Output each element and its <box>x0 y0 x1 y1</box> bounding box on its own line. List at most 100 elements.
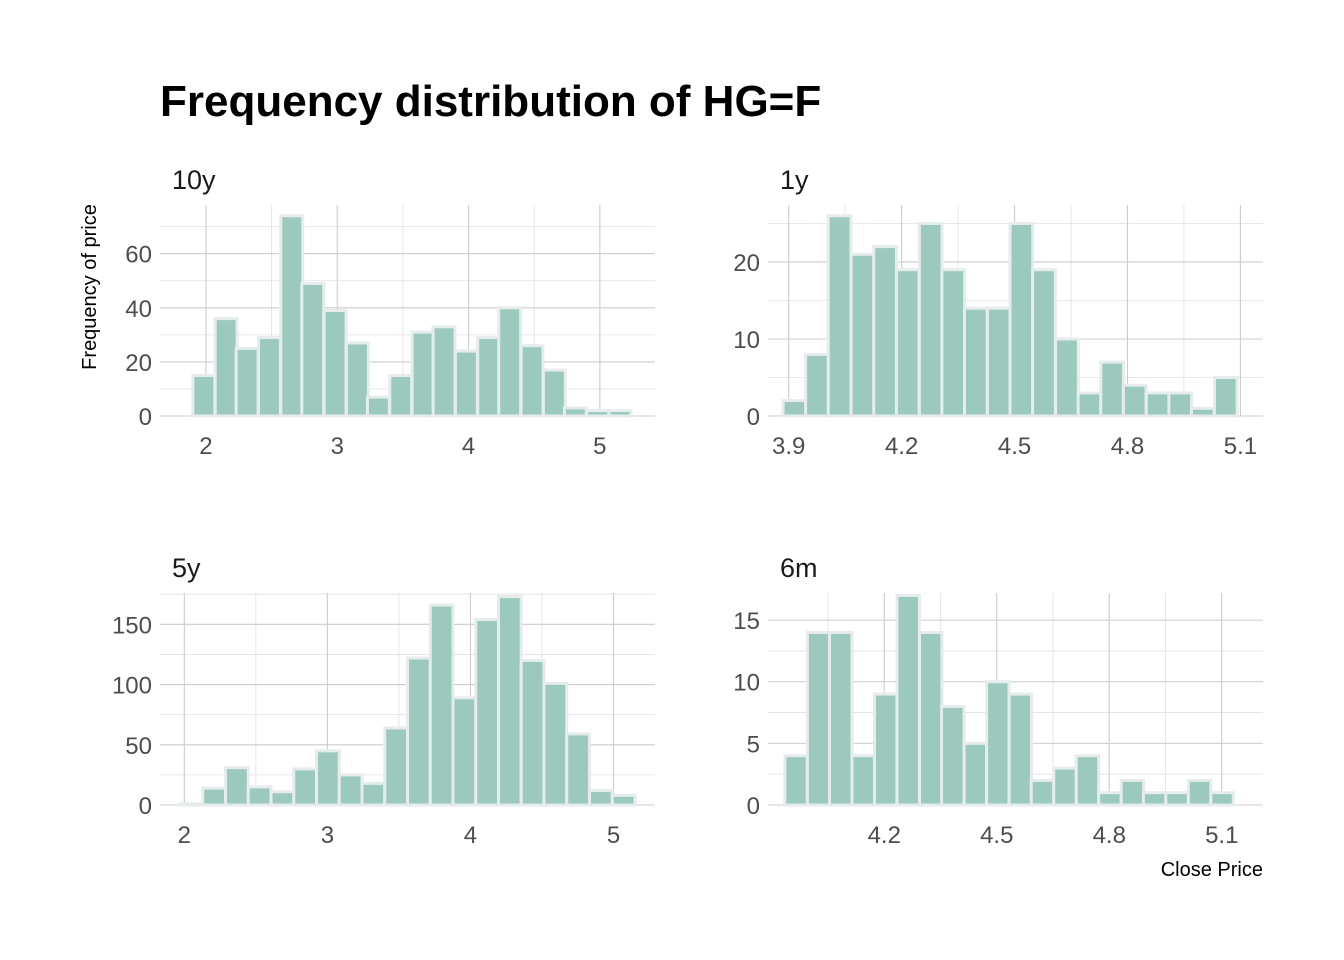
bars <box>781 214 1239 418</box>
histogram-bar <box>542 681 569 807</box>
histogram-bar <box>1209 791 1235 807</box>
histogram-bar <box>246 785 273 807</box>
y-tick-label: 20 <box>733 250 760 277</box>
x-tick-label: 2 <box>199 433 212 460</box>
y-tick-label: 5 <box>747 731 760 758</box>
histogram-bar <box>519 658 546 807</box>
y-tick-label: 50 <box>125 733 152 760</box>
histogram-bar <box>1164 791 1190 807</box>
y-tick-label: 60 <box>125 242 152 269</box>
histogram-bar <box>587 789 614 807</box>
histogram-bar <box>1007 692 1034 807</box>
y-tick-label: 15 <box>733 608 760 635</box>
histogram-bar <box>849 252 876 418</box>
histogram-bar <box>476 336 502 418</box>
histogram-bar <box>873 692 899 807</box>
histogram-bar <box>474 618 500 807</box>
histogram-bar <box>1212 375 1239 418</box>
x-tick-label: 4 <box>464 822 477 849</box>
x-tick-label: 3.9 <box>772 433 805 460</box>
y-axis-title: Frequency of price <box>79 204 101 370</box>
histogram-bar <box>781 399 808 418</box>
panel-title: 6m <box>780 553 818 583</box>
y-tick-label: 0 <box>747 404 760 431</box>
histogram-bar <box>213 317 239 418</box>
histogram-bar <box>1029 778 1056 807</box>
y-tick-label: 10 <box>733 327 760 354</box>
histogram-bar <box>431 325 457 418</box>
histogram-bar <box>344 341 370 418</box>
panel-1y: 3.9 4.2 4.5 4.8 5.1 0 10 20 1y <box>733 165 1263 460</box>
histogram-bar <box>985 306 1012 418</box>
x-tick-label: 4.2 <box>885 433 918 460</box>
histogram-bar <box>519 344 545 418</box>
x-tick-label: 5 <box>607 822 620 849</box>
histogram-bar <box>826 214 853 418</box>
histogram-bar <box>1144 391 1171 418</box>
bars <box>783 593 1235 807</box>
histogram-bar <box>365 395 391 418</box>
y-tick-label: 100 <box>112 673 152 700</box>
histogram-bar <box>1076 391 1103 418</box>
panel-title: 10y <box>172 165 216 195</box>
histogram-bar <box>453 349 479 418</box>
y-tick-label: 10 <box>733 670 760 697</box>
histogram-bar <box>940 268 967 418</box>
panel-title: 1y <box>780 165 809 195</box>
histogram-bar <box>962 741 989 807</box>
x-tick-label: 5.1 <box>1224 433 1257 460</box>
histogram-bar <box>917 221 944 418</box>
x-tick-label: 5 <box>593 433 606 460</box>
histogram-bar <box>804 352 830 418</box>
histogram-bar <box>1008 221 1035 418</box>
histogram-bar <box>1074 754 1101 807</box>
histogram-bar <box>383 726 410 807</box>
y-tick-label: 150 <box>112 612 152 639</box>
x-tick-label: 5.1 <box>1205 822 1238 849</box>
histogram-bar <box>918 630 944 807</box>
histogram-bar <box>1167 391 1194 418</box>
bars <box>178 595 637 807</box>
y-tick-label: 0 <box>747 793 760 820</box>
histogram-bar <box>410 330 436 418</box>
histogram-bar <box>1054 337 1080 418</box>
histogram-bar <box>191 373 217 418</box>
histogram-bar <box>451 696 478 807</box>
histogram-bar <box>1119 778 1146 807</box>
histogram-bar <box>895 593 921 807</box>
chart-title: Frequency distribution of HG=F <box>160 77 821 126</box>
y-tick-label: 40 <box>125 296 152 323</box>
panel-6m: 4.2 4.5 4.8 5.1 0 5 10 15 6m <box>733 553 1263 849</box>
x-tick-label: 4.5 <box>980 822 1013 849</box>
y-tick-labels: 0 50 100 150 <box>112 612 152 820</box>
histogram-bar <box>496 595 523 807</box>
y-tick-labels: 0 10 20 <box>733 250 760 431</box>
y-tick-labels: 0 20 40 60 <box>125 242 152 431</box>
histogram-bar <box>585 409 611 418</box>
y-tick-label: 0 <box>139 404 152 431</box>
histogram-bar <box>497 306 523 418</box>
histogram-bar <box>269 790 296 807</box>
histogram-bar <box>872 245 898 418</box>
panel-10y: 2 3 4 5 0 20 40 60 10y <box>125 165 655 460</box>
histogram-bar <box>178 802 205 807</box>
histogram-bar <box>292 767 319 807</box>
histogram-bar <box>565 732 591 807</box>
histogram-bar <box>337 773 364 807</box>
panel-title: 5y <box>172 553 201 583</box>
histogram-bar <box>300 281 326 418</box>
x-tick-labels: 4.2 4.5 4.8 5.1 <box>868 822 1239 849</box>
histogram-bar <box>322 309 348 418</box>
histogram-bar <box>805 630 832 807</box>
histogram-bar <box>940 704 966 807</box>
x-tick-labels: 2 3 4 5 <box>178 822 621 849</box>
histogram-bar <box>1052 766 1078 807</box>
x-tick-labels: 2 3 4 5 <box>199 433 606 460</box>
histogram-bar <box>1121 383 1148 418</box>
x-tick-label: 4.2 <box>868 822 901 849</box>
x-tick-label: 4.8 <box>1111 433 1144 460</box>
histogram-bar <box>1031 268 1057 418</box>
histogram-bar <box>562 406 588 418</box>
